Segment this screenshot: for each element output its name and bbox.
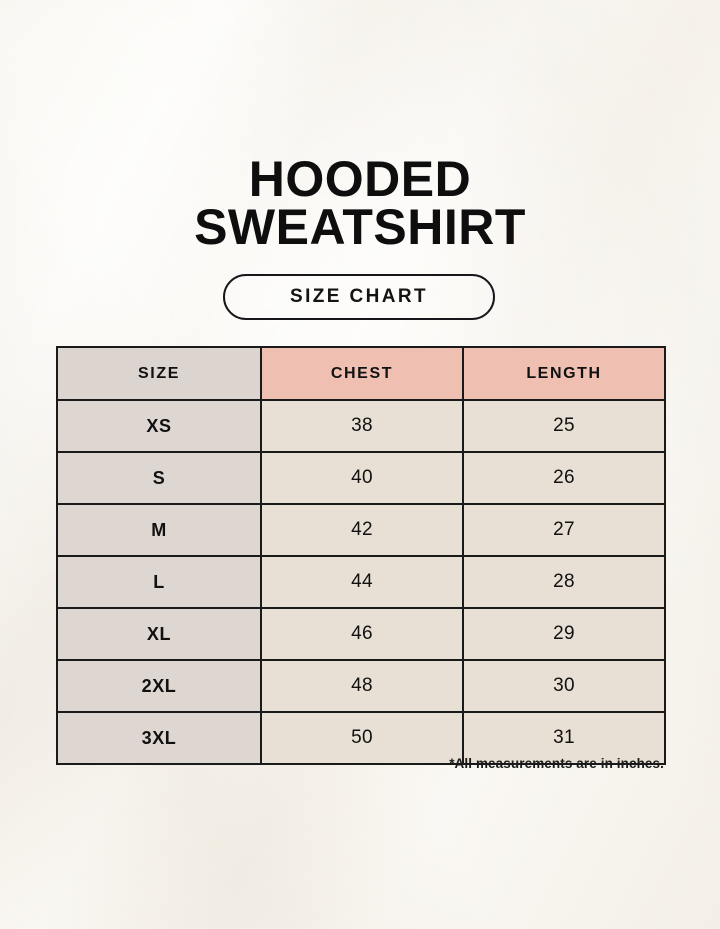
cell-size: M: [56, 503, 262, 557]
cell-size: S: [56, 451, 262, 505]
size-chart-badge-label: SIZE CHART: [290, 286, 428, 307]
table-header-row: SIZE CHEST LENGTH: [56, 346, 666, 401]
cell-chest: 40: [260, 451, 464, 505]
size-table: SIZE CHEST LENGTH XS 38 25 S 40 26 M: [56, 346, 666, 765]
cell-size: XS: [56, 399, 262, 453]
size-table-container: SIZE CHEST LENGTH XS 38 25 S 40 26 M: [56, 346, 666, 765]
table-row: 3XL 50 31: [56, 711, 666, 765]
cell-length: 26: [462, 451, 666, 505]
size-chart-badge: SIZE CHART: [223, 274, 495, 320]
cell-length: 31: [462, 711, 666, 765]
table-row: XS 38 25: [56, 399, 666, 453]
cell-chest: 42: [260, 503, 464, 557]
size-table-header: SIZE CHEST LENGTH: [56, 346, 666, 401]
cell-length: 29: [462, 607, 666, 661]
cell-chest: 46: [260, 607, 464, 661]
table-row: 2XL 48 30: [56, 659, 666, 713]
cell-length: 30: [462, 659, 666, 713]
page-title: HOODED SWEATSHIRT: [0, 151, 720, 255]
cell-chest: 38: [260, 399, 464, 453]
size-table-body: XS 38 25 S 40 26 M 42 27 L 44 28: [56, 399, 666, 765]
cell-size: L: [56, 555, 262, 609]
table-row: S 40 26: [56, 451, 666, 505]
cell-length: 25: [462, 399, 666, 453]
cell-chest: 50: [260, 711, 464, 765]
table-row: M 42 27: [56, 503, 666, 557]
column-header-chest: CHEST: [260, 346, 464, 401]
cell-chest: 48: [260, 659, 464, 713]
table-row: L 44 28: [56, 555, 666, 609]
cell-size: 3XL: [56, 711, 262, 765]
cell-size: 2XL: [56, 659, 262, 713]
cell-length: 27: [462, 503, 666, 557]
column-header-size: SIZE: [56, 346, 262, 401]
column-header-length: LENGTH: [462, 346, 666, 401]
page-title-line-1: HOODED: [248, 151, 472, 207]
cell-chest: 44: [260, 555, 464, 609]
cell-length: 28: [462, 555, 666, 609]
page-title-line-2: SWEATSHIRT: [194, 199, 526, 255]
table-row: XL 46 29: [56, 607, 666, 661]
measurement-note: *All measurements are in inches.: [449, 756, 664, 771]
cell-size: XL: [56, 607, 262, 661]
